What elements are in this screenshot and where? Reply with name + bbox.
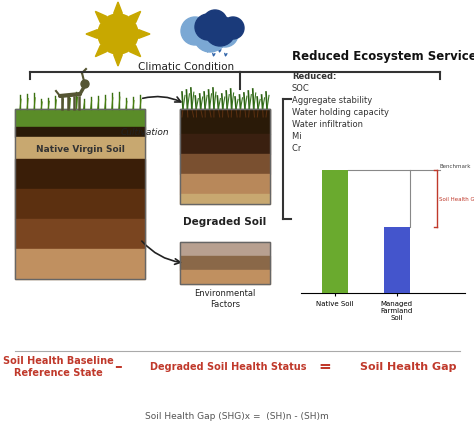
Circle shape — [195, 15, 221, 41]
Bar — [15, 190, 145, 220]
Circle shape — [205, 17, 235, 47]
Text: Degraded Soil Health Status: Degraded Soil Health Status — [150, 361, 306, 371]
Polygon shape — [114, 56, 122, 67]
Text: Reduced:: Reduced: — [292, 72, 337, 81]
Bar — [180, 256, 270, 270]
Polygon shape — [138, 30, 150, 39]
Bar — [180, 270, 270, 284]
Circle shape — [222, 18, 244, 40]
Text: Aggregate stability: Aggregate stability — [292, 96, 372, 105]
Text: Crop productivity, etc.: Crop productivity, etc. — [292, 144, 386, 153]
Bar — [180, 243, 270, 256]
Text: Reduced Ecosystem Services: Reduced Ecosystem Services — [292, 50, 474, 63]
Text: Microbial community compositon: Microbial community compositon — [292, 132, 431, 141]
Text: Benchmark: Benchmark — [439, 164, 471, 169]
Text: Cultivation: Cultivation — [121, 128, 169, 137]
Bar — [180, 110, 270, 204]
Text: Soil Health Baseline
Reference State: Soil Health Baseline Reference State — [3, 355, 113, 377]
Circle shape — [181, 18, 209, 46]
Text: Environmental
Factors: Environmental Factors — [194, 288, 255, 309]
Polygon shape — [129, 12, 141, 23]
Bar — [15, 160, 145, 190]
Bar — [180, 155, 270, 174]
Text: Water infiltration: Water infiltration — [292, 120, 363, 129]
Text: SOC: SOC — [292, 84, 310, 93]
Text: Soil Health Gap: Soil Health Gap — [360, 361, 456, 371]
Bar — [180, 174, 270, 194]
Bar — [15, 128, 145, 138]
Polygon shape — [114, 3, 122, 14]
Polygon shape — [95, 12, 107, 23]
Polygon shape — [86, 30, 98, 39]
Polygon shape — [95, 46, 107, 57]
Bar — [180, 243, 270, 284]
Bar — [180, 135, 270, 155]
Circle shape — [81, 81, 89, 89]
Bar — [322, 171, 348, 293]
Circle shape — [98, 15, 138, 55]
Circle shape — [194, 21, 226, 53]
Bar — [15, 250, 145, 279]
Circle shape — [203, 11, 227, 35]
Text: Water holding capacity: Water holding capacity — [292, 108, 389, 117]
Text: =: = — [319, 358, 331, 374]
Bar — [180, 194, 270, 204]
Text: –: – — [114, 358, 122, 374]
Polygon shape — [129, 46, 141, 57]
Bar — [15, 220, 145, 250]
Text: Native Virgin Soil: Native Virgin Soil — [36, 145, 125, 154]
Bar — [15, 110, 145, 128]
Bar — [15, 110, 145, 279]
Bar — [383, 227, 410, 293]
Text: Soil Health Gap (SHG)x =  (SH)n - (SH)m: Soil Health Gap (SHG)x = (SH)n - (SH)m — [145, 411, 329, 421]
Circle shape — [212, 22, 238, 48]
Text: Degraded Soil: Degraded Soil — [183, 217, 266, 227]
Text: Soil Health Gap: Soil Health Gap — [439, 196, 474, 201]
Bar — [180, 110, 270, 135]
Text: Climatic Condition: Climatic Condition — [138, 62, 234, 72]
Bar — [15, 138, 145, 160]
